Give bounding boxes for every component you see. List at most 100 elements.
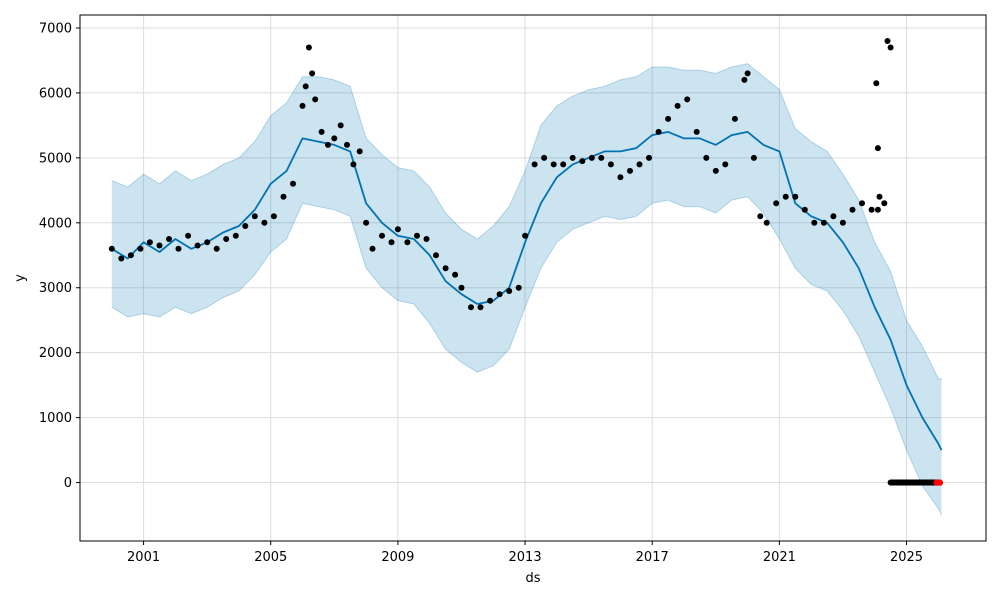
observed-point — [830, 213, 837, 220]
x-tick-label: 2001 — [127, 550, 160, 565]
observed-point — [394, 226, 401, 233]
observed-point — [290, 180, 296, 187]
observed-point — [522, 232, 529, 239]
observed-point — [607, 161, 614, 168]
y-axis-ticks: 0 1000 2000 3000 4000 5000 6000 7000 — [39, 21, 80, 491]
observed-point — [887, 44, 894, 51]
observed-point — [185, 232, 192, 239]
observed-point — [146, 239, 153, 246]
observed-point — [337, 122, 344, 129]
observed-point — [350, 161, 357, 168]
observed-point — [801, 206, 808, 213]
observed-point — [325, 141, 331, 148]
forecast-line — [111, 131, 943, 451]
observed-point — [118, 255, 125, 262]
grid — [80, 15, 986, 541]
observed-point — [617, 174, 624, 181]
observed-point — [213, 245, 220, 252]
observed-point — [627, 167, 633, 174]
y-tick-label: 2000 — [39, 346, 72, 361]
highlight-point — [936, 479, 944, 486]
observed-point — [741, 76, 748, 83]
y-tick-label: 0 — [64, 476, 72, 491]
observed-point — [232, 232, 239, 239]
observed-point — [452, 271, 459, 278]
observed-point — [636, 161, 643, 168]
observed-point — [204, 239, 211, 246]
observed-point — [175, 245, 182, 252]
x-tick-label: 2009 — [381, 550, 414, 565]
x-tick-label: 2013 — [509, 550, 542, 565]
observed-point — [792, 193, 799, 200]
x-tick-label: 2025 — [890, 550, 923, 565]
observed-point — [487, 297, 494, 304]
observed-point — [820, 219, 827, 226]
observed-point — [356, 148, 363, 155]
observed-point — [773, 200, 780, 207]
observed-point — [423, 236, 430, 242]
observed-point — [156, 242, 163, 249]
observed-point — [496, 291, 503, 298]
observed-point — [369, 245, 376, 252]
observed-outlier-point — [874, 145, 881, 152]
x-tick-label: 2017 — [636, 550, 669, 565]
uncertainty-upper-edge — [111, 63, 942, 380]
plot-area — [80, 15, 986, 541]
x-axis-ticks: 2001 2005 2009 2013 2017 2021 2025 — [127, 541, 923, 565]
observed-point — [515, 284, 522, 291]
y-tick-label: 3000 — [39, 281, 72, 296]
observed-point — [731, 115, 738, 122]
forecast-series-line — [111, 131, 943, 451]
observed-point — [560, 161, 567, 168]
observed-point — [331, 135, 338, 142]
observed-point — [712, 167, 719, 174]
observed-point — [750, 154, 757, 161]
uncertainty-band-area — [111, 63, 942, 515]
observed-point — [363, 219, 370, 226]
observed-point — [309, 70, 316, 77]
x-tick-label: 2021 — [763, 550, 796, 565]
x-axis-label: ds — [525, 571, 540, 586]
observed-point — [569, 154, 576, 161]
observed-outlier-point — [876, 193, 883, 200]
observed-point — [270, 213, 277, 220]
observed-point — [550, 161, 557, 168]
observed-point — [859, 200, 865, 207]
observed-point — [442, 265, 449, 272]
observed-point — [414, 232, 420, 239]
observed-point — [242, 223, 249, 229]
observed-point — [137, 245, 144, 252]
observed-points — [108, 38, 942, 486]
observed-point — [108, 245, 115, 252]
observed-point — [655, 128, 662, 135]
uncertainty-lower-edge — [111, 196, 942, 516]
highlight-points — [933, 479, 944, 486]
observed-point — [404, 239, 411, 246]
observed-point — [839, 219, 846, 226]
observed-point — [344, 141, 350, 148]
observed-point — [579, 158, 586, 165]
observed-point — [541, 154, 548, 161]
observed-point — [811, 219, 818, 226]
observed-point — [782, 193, 789, 200]
observed-point — [531, 161, 538, 168]
observed-point — [881, 200, 888, 207]
observed-point — [588, 154, 595, 161]
y-axis-label: y — [13, 274, 28, 282]
observed-point — [757, 213, 764, 220]
observed-point — [884, 38, 891, 44]
observed-point — [312, 96, 319, 103]
observed-point — [223, 236, 230, 242]
uncertainty-band — [111, 63, 942, 516]
observed-point — [722, 161, 729, 168]
observed-point — [299, 102, 306, 109]
observed-point — [744, 70, 751, 77]
observed-point — [261, 219, 268, 226]
observed-point — [849, 206, 856, 213]
observed-point — [251, 213, 258, 220]
observed-point — [318, 128, 325, 135]
observed-point — [433, 252, 439, 259]
observed-point — [763, 219, 770, 226]
y-tick-label: 4000 — [39, 216, 72, 231]
